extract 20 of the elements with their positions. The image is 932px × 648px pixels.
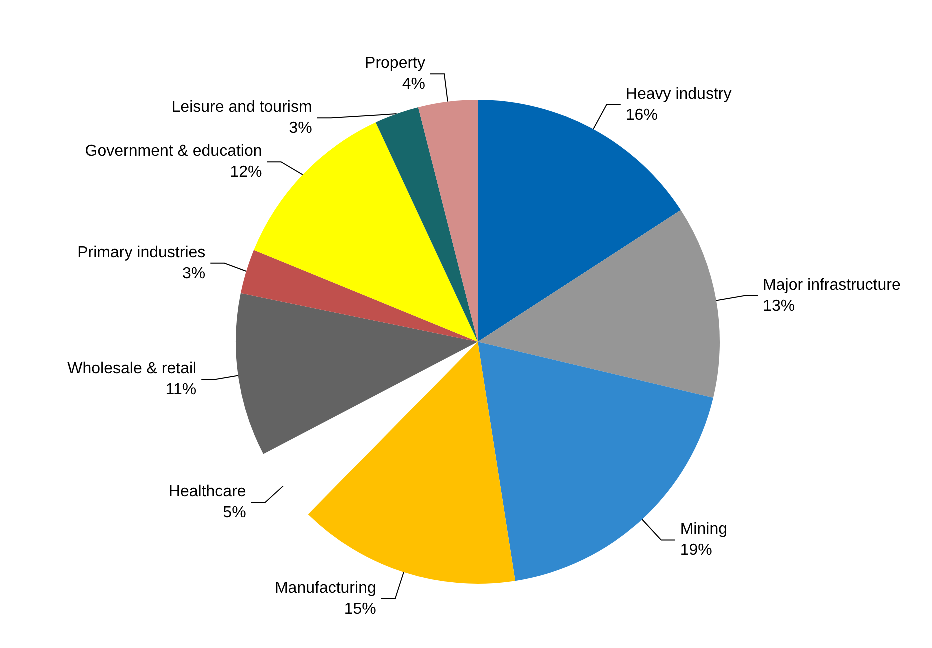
slice-label: Property (365, 55, 426, 72)
slice-label: Heavy industry (626, 86, 732, 103)
slice-label: Manufacturing (274, 580, 376, 598)
slice-label: Leisure and tourism (172, 99, 312, 116)
slice-label: Government & education (85, 143, 262, 160)
slice-label: Primary industries (78, 244, 206, 262)
data-label: 15% (344, 601, 376, 618)
data-label: 5% (223, 504, 246, 522)
data-label: 3% (289, 120, 312, 138)
slice-label: Major infrastructure (763, 277, 901, 294)
slice-label: Mining (680, 521, 728, 538)
data-label: 13% (763, 298, 796, 316)
data-label: 4% (402, 76, 426, 94)
data-label: 19% (680, 542, 712, 560)
slice-label: Wholesale & retail (68, 360, 197, 378)
data-label: 16% (626, 106, 658, 124)
data-label: 11% (166, 382, 197, 399)
slice-label: Healthcare (168, 484, 246, 501)
data-label: 3% (182, 265, 206, 282)
data-label: 12% (230, 164, 262, 182)
